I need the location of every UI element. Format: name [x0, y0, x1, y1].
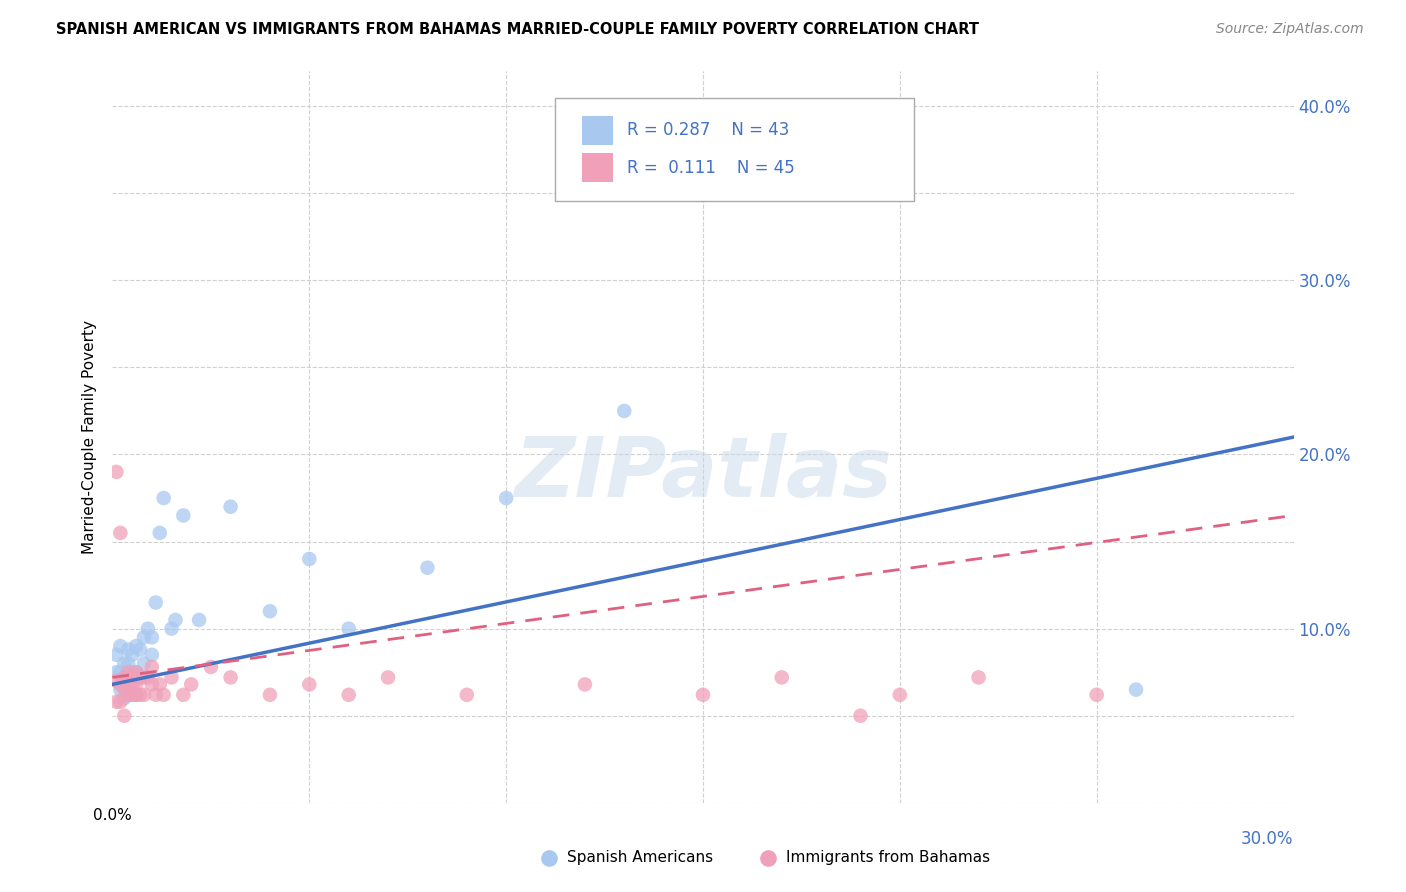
- Point: [259, 604, 281, 618]
- Point: [1085, 688, 1108, 702]
- Point: [117, 677, 139, 691]
- Point: [172, 508, 194, 523]
- Point: [121, 648, 143, 662]
- Point: [105, 665, 128, 680]
- Point: [125, 688, 148, 702]
- Text: SPANISH AMERICAN VS IMMIGRANTS FROM BAHAMAS MARRIED-COUPLE FAMILY POVERTY CORREL: SPANISH AMERICAN VS IMMIGRANTS FROM BAHA…: [56, 22, 979, 37]
- Point: [121, 688, 143, 702]
- Point: [967, 670, 990, 684]
- Point: [259, 688, 281, 702]
- Point: [117, 688, 139, 702]
- Point: [105, 695, 128, 709]
- Point: [849, 708, 872, 723]
- Point: [112, 682, 135, 697]
- Point: [613, 404, 636, 418]
- Point: [112, 670, 135, 684]
- Text: ZIPatlas: ZIPatlas: [515, 434, 891, 514]
- Point: [117, 688, 139, 702]
- Point: [574, 677, 596, 691]
- Point: [105, 648, 128, 662]
- Point: [141, 631, 163, 645]
- Point: [200, 660, 222, 674]
- Text: R = 0.287    N = 43: R = 0.287 N = 43: [627, 121, 789, 139]
- Point: [110, 695, 132, 709]
- Point: [145, 688, 167, 702]
- Point: [125, 665, 148, 680]
- Point: [692, 688, 714, 702]
- Y-axis label: Married-Couple Family Poverty: Married-Couple Family Poverty: [82, 320, 97, 554]
- Point: [132, 670, 155, 684]
- Point: [160, 622, 183, 636]
- Point: [105, 465, 128, 479]
- Point: [377, 670, 399, 684]
- Point: [110, 682, 132, 697]
- Point: [152, 491, 174, 505]
- Point: [121, 677, 143, 691]
- Point: [132, 657, 155, 671]
- Point: [121, 688, 143, 702]
- Point: [117, 642, 139, 657]
- Point: [136, 622, 159, 636]
- Point: [770, 670, 793, 684]
- Point: [180, 677, 202, 691]
- Point: [160, 670, 183, 684]
- Point: [125, 639, 148, 653]
- Point: [416, 560, 439, 574]
- Point: [105, 673, 128, 688]
- Point: [337, 622, 360, 636]
- Point: [152, 688, 174, 702]
- Point: [117, 665, 139, 680]
- Text: Source: ZipAtlas.com: Source: ZipAtlas.com: [1216, 22, 1364, 37]
- Point: [149, 525, 172, 540]
- Point: [132, 631, 155, 645]
- Point: [165, 613, 187, 627]
- Point: [112, 657, 135, 671]
- Point: [136, 670, 159, 684]
- Point: [117, 670, 139, 684]
- Point: [112, 708, 135, 723]
- Point: [110, 677, 132, 691]
- Point: [112, 670, 135, 684]
- Point: [132, 688, 155, 702]
- Point: [219, 500, 242, 514]
- Point: [141, 677, 163, 691]
- Point: [298, 677, 321, 691]
- Point: [141, 660, 163, 674]
- Point: [141, 648, 163, 662]
- Text: Spanish Americans: Spanish Americans: [567, 850, 713, 865]
- Point: [129, 670, 152, 684]
- Point: [117, 657, 139, 671]
- Point: [110, 639, 132, 653]
- Point: [110, 665, 132, 680]
- Point: [117, 677, 139, 691]
- Point: [129, 642, 152, 657]
- Point: [112, 677, 135, 691]
- Point: [125, 688, 148, 702]
- Text: Immigrants from Bahamas: Immigrants from Bahamas: [786, 850, 990, 865]
- Point: [1125, 682, 1147, 697]
- Point: [110, 525, 132, 540]
- Point: [219, 670, 242, 684]
- Point: [125, 665, 148, 680]
- Point: [188, 613, 211, 627]
- Point: [145, 595, 167, 609]
- Point: [121, 670, 143, 684]
- Point: [889, 688, 911, 702]
- Point: [298, 552, 321, 566]
- Text: R =  0.111    N = 45: R = 0.111 N = 45: [627, 159, 794, 177]
- Point: [121, 665, 143, 680]
- Point: [456, 688, 478, 702]
- Point: [121, 677, 143, 691]
- Point: [172, 688, 194, 702]
- Point: [337, 688, 360, 702]
- Point: [125, 677, 148, 691]
- Point: [149, 677, 172, 691]
- Point: [129, 670, 152, 684]
- Point: [129, 688, 152, 702]
- Point: [112, 691, 135, 706]
- Point: [495, 491, 517, 505]
- Text: 30.0%: 30.0%: [1241, 830, 1294, 848]
